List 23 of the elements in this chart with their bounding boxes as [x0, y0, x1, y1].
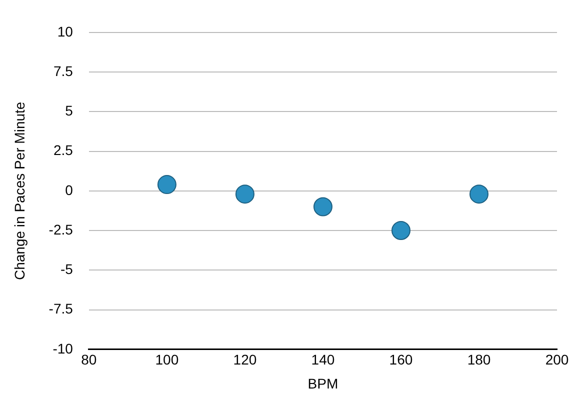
- y-tick-label: -5: [60, 261, 74, 278]
- y-tick-label: 7.5: [53, 62, 74, 79]
- x-tick-label: 80: [81, 352, 97, 368]
- x-tick-label: 140: [311, 352, 335, 368]
- point: [235, 184, 254, 204]
- x-axis-title: BPM: [308, 375, 338, 392]
- y-tick-label: 2.5: [53, 142, 74, 158]
- point: [469, 184, 488, 204]
- x-tick-label: 180: [467, 352, 491, 368]
- point: [313, 197, 332, 216]
- point: [391, 221, 410, 240]
- x-tick-label: 200: [545, 352, 569, 368]
- y-tick-label: 10: [57, 23, 74, 40]
- x-tick-label: 120: [233, 352, 257, 368]
- y-tick-label: -7.5: [48, 300, 74, 317]
- y-tick-label: 5: [65, 102, 74, 119]
- point: [157, 175, 176, 194]
- x-tick-label: 160: [389, 352, 413, 368]
- y-tick-label: 0: [65, 182, 74, 198]
- x-tick-label: 100: [155, 352, 179, 368]
- y-tick-label: -2.5: [48, 221, 74, 238]
- y-tick-label: -10: [52, 340, 74, 356]
- y-axis-title: Change in Paces Per Minute: [11, 102, 28, 280]
